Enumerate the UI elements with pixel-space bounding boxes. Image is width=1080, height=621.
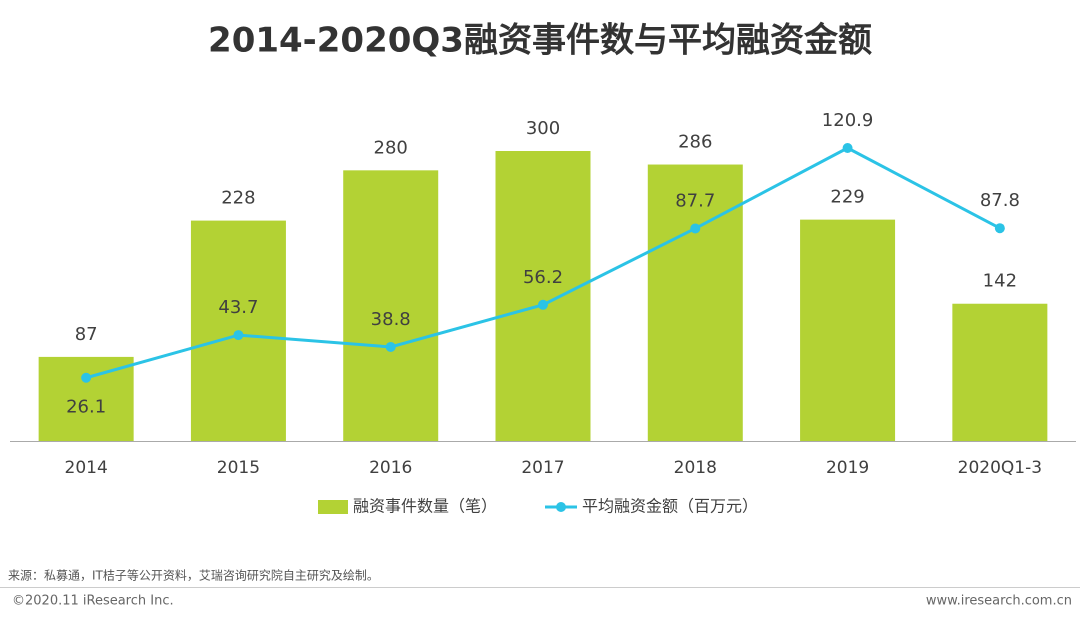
line-value-label: 56.2 xyxy=(523,267,563,288)
line-point xyxy=(385,341,396,352)
line-value-label: 87.8 xyxy=(980,190,1020,211)
x-tick-label: 2015 xyxy=(217,458,260,478)
legend-label: 平均融资金额（百万元） xyxy=(582,497,758,516)
line-point xyxy=(538,299,548,310)
x-tick-label: 2017 xyxy=(521,458,564,478)
line-point xyxy=(690,223,701,234)
bar xyxy=(343,170,439,442)
website: www.iresearch.com.cn xyxy=(926,594,1072,609)
line-value-label: 38.8 xyxy=(371,309,411,330)
bar xyxy=(800,219,896,441)
bar xyxy=(952,303,1048,441)
legend-swatch xyxy=(556,502,566,512)
x-tick-label: 2016 xyxy=(369,458,412,478)
line-value-label: 120.9 xyxy=(822,110,874,131)
x-tick-label: 2019 xyxy=(826,458,869,478)
chart-title: 2014-2020Q3融资事件数与平均融资金额 xyxy=(208,21,872,61)
source-note: 来源：私募通，IT桔子等公开资料，艾瑞咨询研究院自主研究及绘制。 xyxy=(8,568,379,583)
x-tick-label: 2014 xyxy=(65,458,108,478)
line-value-label: 87.7 xyxy=(675,190,715,211)
x-tick-label: 2020Q1-3 xyxy=(958,458,1042,478)
line-value-label: 26.1 xyxy=(66,397,106,418)
bar xyxy=(38,356,134,441)
bar-value-label: 87 xyxy=(75,324,98,345)
line-point xyxy=(233,330,244,341)
bar-value-label: 229 xyxy=(830,187,864,208)
line-point xyxy=(994,223,1005,234)
copyright: ©2020.11 iResearch Inc. xyxy=(12,594,174,609)
line-value-label: 43.7 xyxy=(218,297,258,318)
x-tick-label: 2018 xyxy=(674,458,717,478)
legend-label: 融资事件数量（笔） xyxy=(353,497,497,516)
bar-value-label: 228 xyxy=(221,188,255,209)
bar xyxy=(495,151,591,441)
legend-swatch xyxy=(318,500,348,514)
bar-value-label: 286 xyxy=(678,132,712,153)
line-point xyxy=(81,372,92,383)
bar-value-label: 300 xyxy=(526,118,560,139)
bar-value-label: 142 xyxy=(983,271,1017,292)
line-point xyxy=(842,143,853,153)
bar-value-label: 280 xyxy=(374,137,408,158)
